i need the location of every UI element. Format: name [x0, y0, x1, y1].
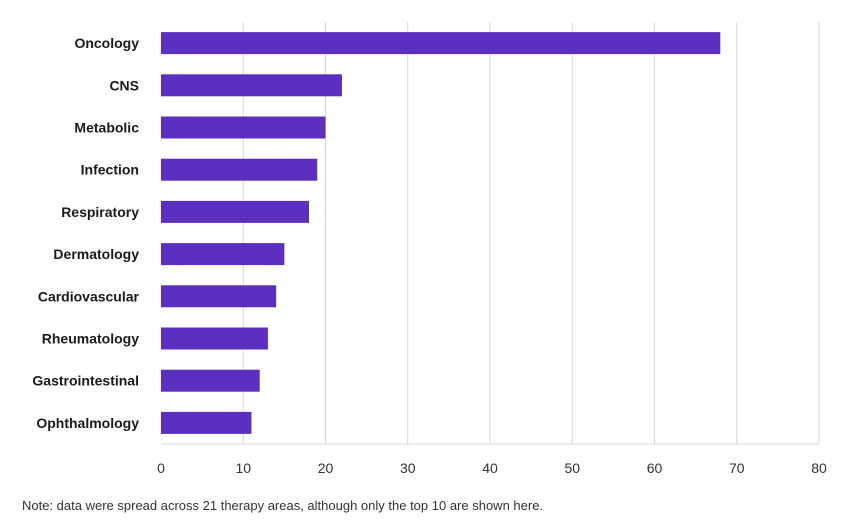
bar-cardiovascular	[161, 285, 277, 308]
category-label-respiratory: Respiratory	[61, 204, 139, 220]
x-tick-label: 40	[482, 460, 498, 476]
bar-gastrointestinal	[161, 369, 260, 392]
category-label-infection: Infection	[81, 162, 139, 178]
bar-chart: Oncology CNS Metabolic Infection Respiratory…	[32, 22, 827, 476]
category-label-dermatology: Dermatology	[53, 246, 139, 262]
footnote: Note: data were spread across 21 therapy…	[22, 498, 544, 513]
x-tick-label: 0	[157, 460, 165, 476]
x-tick-label: 80	[811, 460, 827, 476]
x-tick-label: 70	[729, 460, 745, 476]
bar-oncology	[161, 32, 721, 55]
x-tick-label: 20	[318, 460, 334, 476]
category-label-rheumatology: Rheumatology	[42, 331, 139, 347]
bar-dermatology	[161, 243, 285, 266]
bar-cns	[161, 74, 342, 97]
x-axis-ticks: 0 10 20 30 40 50 60 70 80	[157, 460, 827, 476]
bar-respiratory	[161, 200, 310, 223]
category-label-cns: CNS	[109, 77, 139, 93]
category-label-gastrointestinal: Gastrointestinal	[32, 373, 139, 389]
x-tick-label: 50	[564, 460, 580, 476]
bar-infection	[161, 158, 318, 181]
bars	[161, 32, 721, 434]
category-label-oncology: Oncology	[74, 35, 139, 51]
x-tick-label: 10	[235, 460, 251, 476]
category-label-cardiovascular: Cardiovascular	[38, 288, 140, 304]
x-tick-label: 60	[647, 460, 663, 476]
category-label-ophthalmology: Ophthalmology	[36, 415, 139, 431]
bar-rheumatology	[161, 327, 268, 350]
category-labels: Oncology CNS Metabolic Infection Respiratory…	[32, 35, 139, 431]
category-label-metabolic: Metabolic	[74, 120, 139, 136]
bar-ophthalmology	[161, 411, 252, 434]
bar-metabolic	[161, 116, 326, 139]
x-tick-label: 30	[400, 460, 416, 476]
